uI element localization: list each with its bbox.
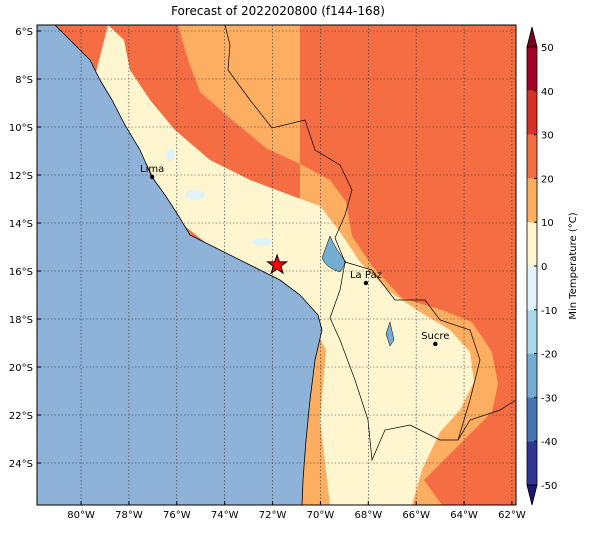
borders [224,24,517,462]
lat-tick-label: 14°S [9,219,33,230]
map-frame [36,24,517,506]
lon-tick-label: 62°W [498,510,526,521]
title: Forecast of 2022020800 (f144-168) [171,4,385,18]
colorbar-band [527,309,537,354]
lat-tick-label: 10°S [9,123,33,134]
lat-tick-label: 22°S [9,411,33,422]
lat-tick-label: 20°S [9,363,33,374]
lat-tick-label: 12°S [9,171,33,182]
lon-tick-label: 66°W [402,510,430,521]
colorbar-tick-label: 0 [541,262,547,273]
lat-tick-label: 16°S [9,267,33,278]
zone-cool [185,190,205,200]
ocean [36,24,323,506]
lon-tick-label: 80°W [67,510,95,521]
lon-tick-label: 76°W [163,510,191,521]
colorbar-extend [526,26,538,48]
lake-titicaca [321,235,347,273]
zone-cool [252,238,272,246]
colorbar-band [527,441,537,485]
lat-tick-label: 8°S [15,75,33,86]
lon-tick-label: 70°W [307,510,335,521]
city-label: La Paz [350,270,382,281]
colorbar-tick-label: -20 [541,350,557,361]
star-marker [266,253,289,275]
colorbar-tick-label: 20 [541,174,554,185]
lon-tick-label: 68°W [354,510,382,521]
colorbar-tick-label: -50 [541,481,557,492]
city-marker [433,341,438,347]
colorbar-tick-label: 50 [541,43,554,54]
colorbar-tick-label: 10 [541,218,554,229]
lon-tick-label: 78°W [115,510,143,521]
city-label: Sucre [421,331,449,342]
colorbar-band [527,178,537,223]
colorbar-tick-label: 30 [541,131,554,142]
lat-tick-label: 24°S [9,459,33,470]
colorbar-band [527,353,537,398]
colorbar-tick-label: -30 [541,393,557,404]
lon-tick-label: 72°W [259,510,287,521]
colorbar-band [527,90,537,135]
colorbar-label: Min Temperature (°C) [568,212,579,319]
colorbar-tick-label: -10 [541,306,557,317]
lon-tick-label: 64°W [450,510,478,521]
map-area [36,24,517,506]
colorbar-tick-label: -40 [541,437,557,448]
colorbar-band [527,47,537,91]
zone-mild [96,25,474,505]
lon-tick-label: 74°W [211,510,239,521]
lat-tick-label: 6°S [15,27,33,38]
zone-cool [165,149,175,161]
colorbar-band [527,134,537,179]
colorbar-extend [526,484,538,506]
lake-poopo [385,321,395,347]
lat-tick-label: 18°S [9,315,33,326]
colorbar-band [527,266,537,310]
city-marker [363,280,369,286]
colorbar-band [527,222,537,266]
colorbar-tick-label: 40 [541,87,554,98]
city-marker [149,174,155,180]
colorbar-band [527,397,537,442]
city-label: Lima [140,164,164,175]
